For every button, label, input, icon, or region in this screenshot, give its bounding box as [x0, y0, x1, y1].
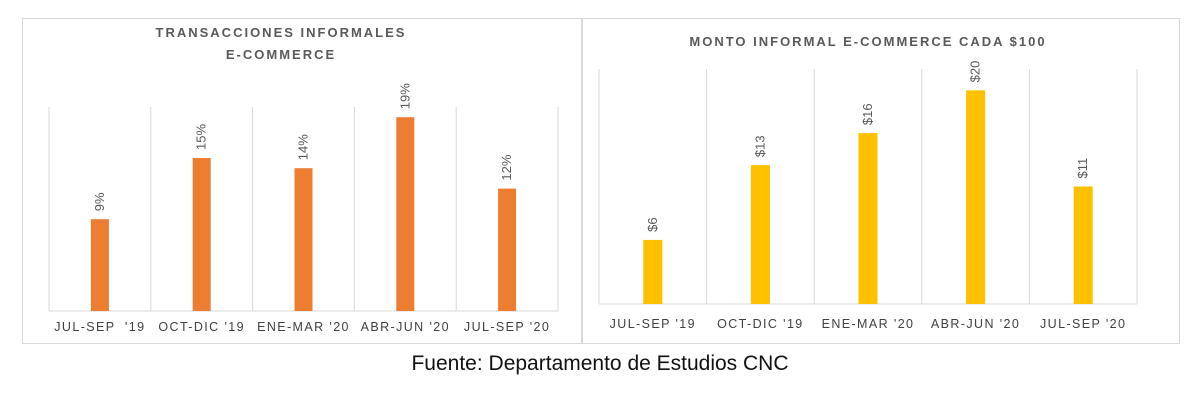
transacciones-category-label: JUL-SEP '19 [54, 320, 145, 334]
transacciones-data-label: 12% [499, 154, 514, 180]
chart-panel-transacciones: TRANSACCIONES INFORMALES E-COMMERCE 9% JUL-… [22, 18, 582, 344]
monto-category-label: OCT-DIC '19 [717, 317, 804, 331]
transacciones-category-label: ENE-MAR '20 [257, 320, 350, 334]
transacciones-data-label: 19% [397, 83, 412, 109]
transacciones-category-label: JUL-SEP '20 [464, 320, 550, 334]
transacciones-category-label: OCT-DIC '19 [158, 320, 245, 334]
source-caption: Fuente: Departamento de Estudios CNC [411, 352, 789, 375]
monto-category-label: JUL-SEP '19 [610, 317, 696, 331]
monto-data-label: $16 [860, 103, 875, 125]
transacciones-bar [396, 117, 415, 311]
monto-data-label: $20 [968, 61, 983, 83]
chart-panel-monto: MONTO INFORMAL E-COMMERCE CADA $100 $6 JUL… [582, 18, 1180, 344]
transacciones-data-label: 14% [296, 134, 311, 160]
monto-bar [858, 133, 878, 304]
monto-category-label: JUL-SEP '20 [1040, 317, 1126, 331]
monto-bar [966, 90, 986, 304]
transacciones-bar [192, 158, 211, 311]
transacciones-bar [90, 219, 109, 311]
transacciones-bar [294, 168, 313, 311]
chart-title: MONTO INFORMAL E-COMMERCE CADA $100 [689, 34, 1046, 49]
monto-bar [750, 165, 770, 304]
chart-title: TRANSACCIONES INFORMALES [156, 25, 407, 40]
transacciones-category-label: ABR-JUN '20 [361, 320, 450, 334]
monto-category-label: ENE-MAR '20 [822, 317, 915, 331]
monto-data-label: $11 [1075, 158, 1090, 179]
chart-title: E-COMMERCE [226, 47, 336, 62]
chart-monto: MONTO INFORMAL E-COMMERCE CADA $100 $6 JUL… [598, 34, 1138, 331]
transacciones-data-label: 15% [194, 124, 209, 150]
monto-bar [1073, 186, 1093, 304]
transacciones-bar [498, 188, 517, 311]
monto-category-label: ABR-JUN '20 [931, 317, 1020, 331]
monto-data-label: $13 [752, 135, 767, 157]
chart-transacciones: TRANSACCIONES INFORMALES E-COMMERCE 9% JUL-… [48, 25, 559, 334]
transacciones-data-label: 9% [92, 192, 107, 211]
monto-bar [643, 239, 663, 304]
monto-data-label: $6 [645, 217, 660, 231]
